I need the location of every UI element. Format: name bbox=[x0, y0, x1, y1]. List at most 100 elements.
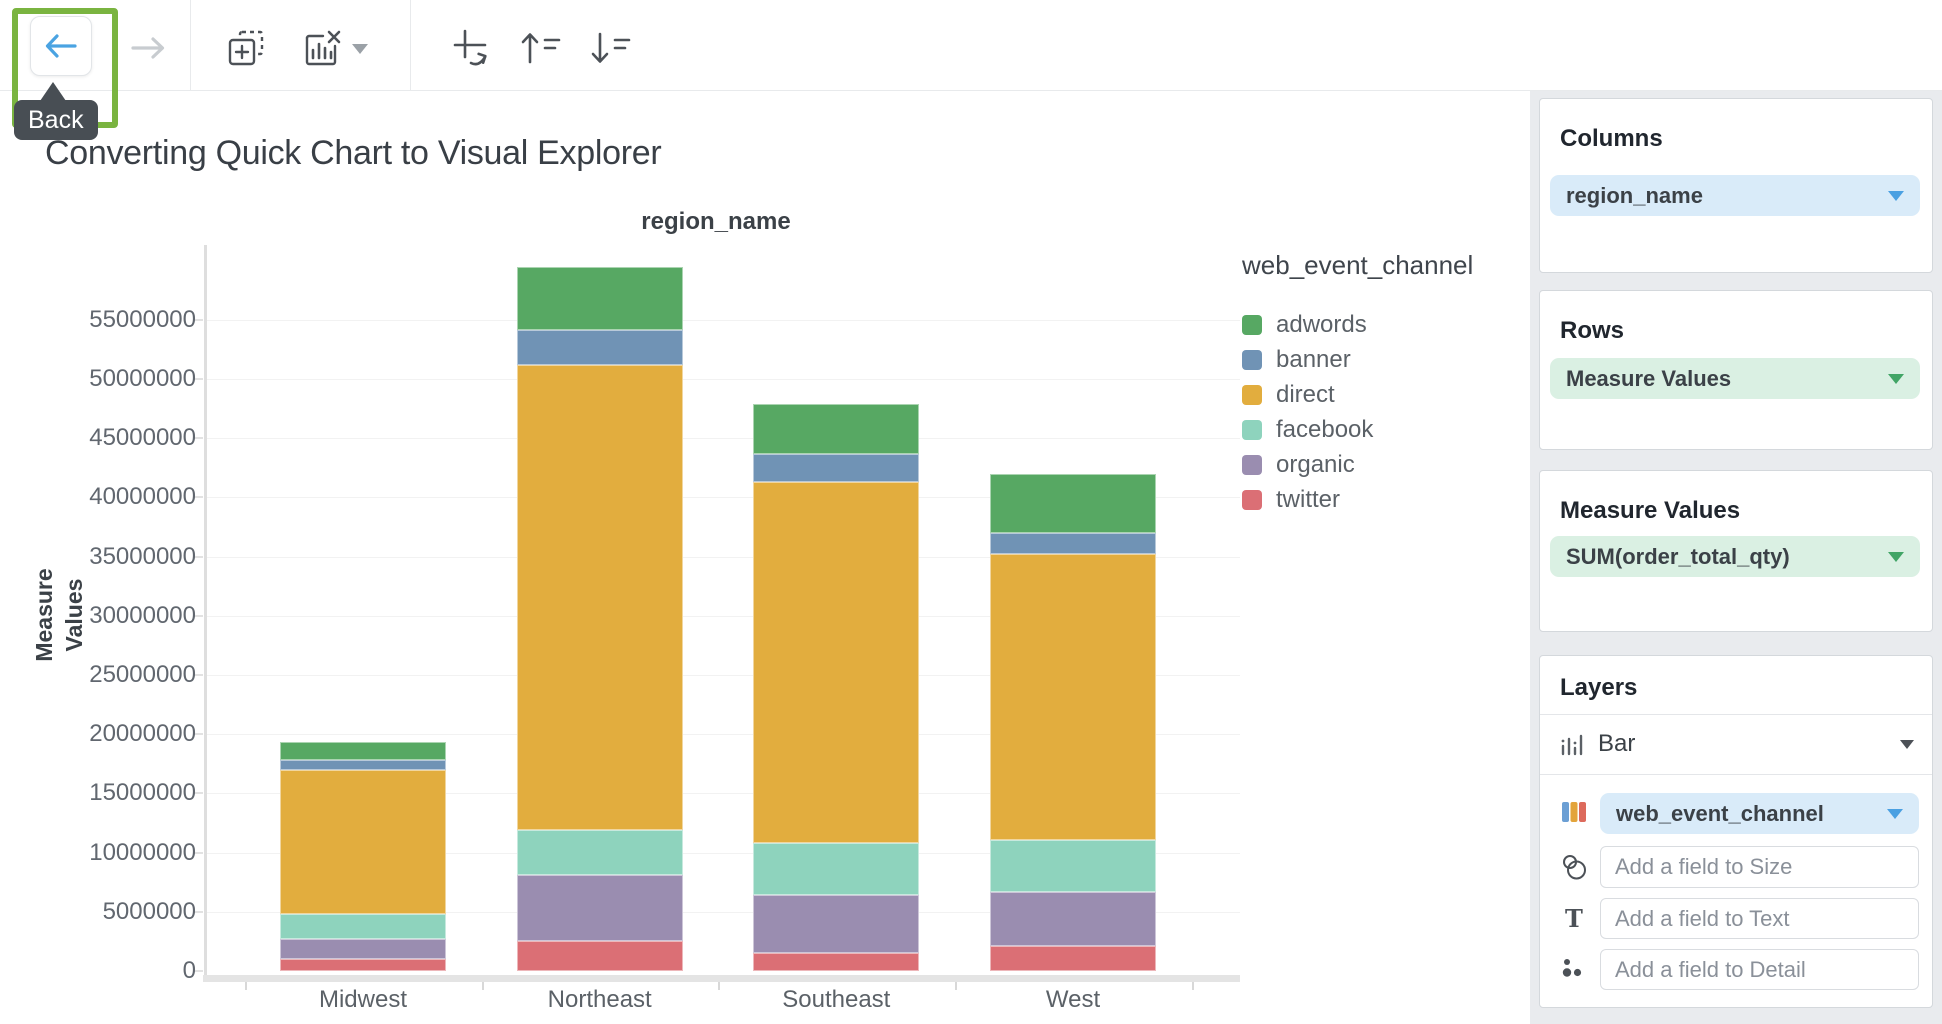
chevron-down-icon[interactable] bbox=[1888, 373, 1904, 384]
x-axis-tick bbox=[481, 982, 484, 990]
remove-visualization-caret-icon[interactable] bbox=[352, 44, 368, 54]
y-axis-tick-label: 55000000 bbox=[89, 305, 196, 333]
detail-field-input[interactable]: Add a field to Detail bbox=[1600, 949, 1919, 990]
swap-axes-icon[interactable] bbox=[451, 27, 495, 71]
chevron-down-icon[interactable] bbox=[1887, 808, 1903, 819]
bar-mark-icon bbox=[1561, 734, 1583, 756]
bar-segment-west-organic[interactable] bbox=[990, 891, 1156, 947]
chevron-down-icon[interactable] bbox=[1900, 739, 1914, 749]
bar-segment-southeast-direct[interactable] bbox=[753, 482, 920, 844]
bar-segment-southeast-organic[interactable] bbox=[753, 895, 920, 954]
bar-segment-midwest-facebook[interactable] bbox=[280, 914, 446, 940]
y-axis-tick-label: 5000000 bbox=[102, 897, 196, 925]
chevron-down-icon[interactable] bbox=[1888, 190, 1904, 201]
back-button[interactable] bbox=[30, 16, 92, 76]
y-axis-tick-label: 35000000 bbox=[89, 542, 196, 570]
gridline bbox=[206, 438, 1240, 440]
columns-field-label: region_name bbox=[1566, 182, 1703, 208]
gridline bbox=[206, 911, 1240, 913]
rows-title: Rows bbox=[1560, 317, 1625, 344]
bar-segment-midwest-twitter[interactable] bbox=[280, 959, 446, 971]
chevron-down-icon[interactable] bbox=[1888, 551, 1904, 562]
columns-field-pill[interactable]: region_name bbox=[1550, 175, 1920, 216]
toolbar-divider bbox=[190, 0, 191, 90]
x-axis-tick bbox=[245, 982, 248, 990]
chart-title: region_name bbox=[641, 208, 791, 235]
gridline bbox=[206, 319, 1240, 321]
gridline bbox=[206, 734, 1240, 736]
size-field-input[interactable]: Add a field to Size bbox=[1600, 846, 1919, 888]
bar-segment-midwest-direct[interactable] bbox=[280, 769, 446, 915]
legend-label: banner bbox=[1276, 345, 1351, 373]
bar-segment-west-twitter[interactable] bbox=[990, 946, 1156, 971]
text-shelf-icon: T bbox=[1565, 904, 1583, 932]
bar-segment-southeast-banner[interactable] bbox=[753, 453, 920, 482]
legend-label: twitter bbox=[1276, 485, 1341, 513]
y-axis-tick-label: 15000000 bbox=[89, 779, 196, 807]
measure-values-card: Measure Values SUM(order_total_qty) bbox=[1539, 470, 1933, 632]
rows-field-pill[interactable]: Measure Values bbox=[1550, 358, 1920, 399]
legend-swatch-icon bbox=[1242, 314, 1262, 335]
measure-values-field-pill[interactable]: SUM(order_total_qty) bbox=[1550, 536, 1920, 577]
y-axis-tick-label: 0 bbox=[182, 957, 196, 984]
gridline bbox=[206, 497, 1240, 499]
x-axis-tick bbox=[718, 982, 721, 990]
bar-segment-northeast-organic[interactable] bbox=[516, 875, 683, 942]
x-axis-line bbox=[203, 975, 1240, 982]
add-chart-icon[interactable] bbox=[226, 28, 266, 68]
legend-item-twitter: twitter bbox=[1242, 482, 1473, 517]
text-field-input[interactable]: Add a field to Text bbox=[1600, 898, 1919, 939]
legend-label: adwords bbox=[1276, 310, 1367, 338]
forward-icon[interactable] bbox=[128, 30, 168, 66]
bar-segment-northeast-facebook[interactable] bbox=[516, 830, 683, 876]
bar-segment-midwest-organic[interactable] bbox=[280, 939, 446, 960]
divider bbox=[1540, 714, 1932, 715]
bar-segment-west-banner[interactable] bbox=[990, 532, 1156, 555]
bar-segment-northeast-direct[interactable] bbox=[516, 364, 683, 831]
sort-ascending-icon[interactable] bbox=[519, 28, 563, 68]
legend-item-adwords: adwords bbox=[1242, 307, 1473, 342]
toolbar-divider bbox=[410, 0, 411, 90]
bar-segment-northeast-banner[interactable] bbox=[516, 330, 683, 365]
bar-segment-southeast-adwords[interactable] bbox=[753, 403, 920, 454]
mark-type-row[interactable]: Bar bbox=[1540, 714, 1932, 774]
legend-label: facebook bbox=[1276, 415, 1374, 443]
remove-visualization-icon[interactable] bbox=[301, 28, 343, 70]
page-title: Converting Quick Chart to Visual Explore… bbox=[45, 134, 662, 172]
size-shelf-icon bbox=[1563, 855, 1586, 880]
bar-segment-west-facebook[interactable] bbox=[990, 839, 1156, 892]
layers-card: Layers Bar web_event_channel Add a field… bbox=[1539, 655, 1933, 1008]
y-axis-tick bbox=[193, 910, 203, 913]
x-axis-tick bbox=[955, 982, 957, 990]
x-axis-category-label: Southeast bbox=[782, 986, 891, 1013]
color-shelf-icon bbox=[1562, 802, 1586, 822]
sort-descending-icon[interactable] bbox=[589, 28, 633, 68]
columns-card: Columns region_name bbox=[1539, 98, 1933, 273]
bar-segment-midwest-adwords[interactable] bbox=[280, 742, 446, 761]
legend-label: direct bbox=[1276, 380, 1335, 408]
bar-segment-west-adwords[interactable] bbox=[990, 473, 1156, 533]
bar-segment-southeast-facebook[interactable] bbox=[753, 843, 920, 896]
shelf-panel: Columns region_name Rows Measure Values … bbox=[1530, 90, 1942, 1024]
bar-segment-northeast-twitter[interactable] bbox=[516, 941, 683, 971]
y-axis-tick bbox=[193, 496, 203, 499]
legend-item-organic: organic bbox=[1242, 447, 1473, 482]
measure-values-field-label: SUM(order_total_qty) bbox=[1566, 543, 1790, 569]
bar-segment-midwest-banner[interactable] bbox=[280, 760, 446, 770]
layers-title: Layers bbox=[1560, 674, 1638, 701]
y-axis-tick bbox=[193, 318, 203, 321]
x-axis-category-label: Midwest bbox=[318, 986, 408, 1013]
bar-segment-northeast-adwords[interactable] bbox=[516, 266, 683, 331]
gridline bbox=[206, 793, 1240, 795]
bar-segment-west-direct[interactable] bbox=[990, 554, 1156, 840]
legend-item-direct: direct bbox=[1242, 377, 1473, 412]
columns-title: Columns bbox=[1560, 125, 1663, 152]
color-field-pill[interactable]: web_event_channel bbox=[1600, 793, 1919, 834]
gridline bbox=[206, 556, 1240, 558]
back-tooltip: Back bbox=[14, 100, 98, 140]
y-axis-tick bbox=[193, 378, 203, 380]
y-axis-tick-label: 10000000 bbox=[89, 838, 196, 866]
back-tooltip-caret bbox=[40, 82, 66, 101]
bar-segment-southeast-twitter[interactable] bbox=[753, 953, 920, 971]
rows-field-label: Measure Values bbox=[1566, 365, 1732, 391]
